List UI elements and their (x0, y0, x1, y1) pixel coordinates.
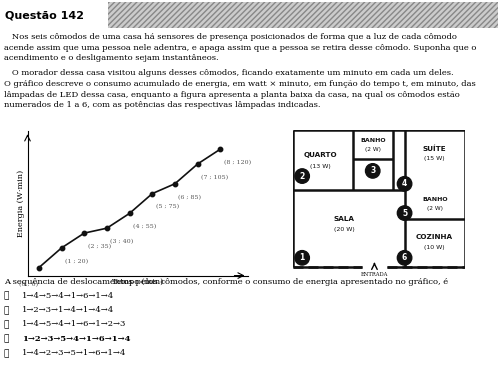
Text: (7 ; 105): (7 ; 105) (201, 175, 228, 180)
Text: BANHO: BANHO (422, 197, 448, 202)
Text: Ⓔ: Ⓔ (4, 349, 10, 358)
Text: BANHO: BANHO (360, 138, 386, 143)
Text: O morador dessa casa visitou alguns desses cômodos, ficando exatamente um minuto: O morador dessa casa visitou alguns dess… (4, 69, 476, 109)
Text: (5 ; 75): (5 ; 75) (156, 204, 179, 210)
Text: 3: 3 (370, 166, 376, 176)
Circle shape (398, 177, 412, 191)
Text: Ⓑ: Ⓑ (4, 306, 10, 315)
Bar (108, 3, 498, 28)
Text: (6 ; 85): (6 ; 85) (178, 195, 202, 200)
Text: 2: 2 (300, 172, 305, 181)
X-axis label: Tempo (min): Tempo (min) (112, 278, 163, 287)
Text: (10 W): (10 W) (424, 245, 444, 250)
Text: 6: 6 (402, 253, 407, 262)
Text: (2 ; 35): (2 ; 35) (88, 244, 110, 249)
Text: COZINHA: COZINHA (416, 234, 453, 240)
Text: (8 ; 120): (8 ; 120) (224, 160, 251, 165)
Text: Ⓐ: Ⓐ (4, 292, 10, 301)
Text: Ⓓ: Ⓓ (4, 335, 10, 343)
Text: 1→2→3→5→4→1→6→1→4: 1→2→3→5→4→1→6→1→4 (22, 335, 130, 343)
Text: A sequência de deslocamentos pelos cômodos, conforme o consumo de energia aprese: A sequência de deslocamentos pelos cômod… (4, 278, 448, 286)
Circle shape (398, 251, 412, 265)
Text: 1→4→2→3→5→1→6→1→4: 1→4→2→3→5→1→6→1→4 (22, 349, 127, 357)
Y-axis label: Energia (W·min): Energia (W·min) (16, 170, 24, 237)
Text: 1→4→5→4→1→6→1→4: 1→4→5→4→1→6→1→4 (22, 292, 114, 300)
Text: SUÍTE: SUÍTE (422, 145, 446, 152)
Text: 1: 1 (300, 253, 305, 262)
Text: (3 ; 40): (3 ; 40) (110, 239, 134, 244)
Text: (13 W): (13 W) (310, 164, 330, 169)
Text: (2 W): (2 W) (364, 147, 380, 152)
Circle shape (398, 206, 412, 220)
Bar (108, 3, 498, 28)
Text: ENTRADA: ENTRADA (361, 272, 388, 277)
Text: (2 W): (2 W) (426, 206, 442, 211)
Text: QUARTO: QUARTO (304, 153, 337, 158)
Text: 1→2→3→1→4→1→4→4: 1→2→3→1→4→1→4→4 (22, 306, 114, 314)
Text: 5: 5 (402, 208, 407, 218)
Text: (4 ; 55): (4 ; 55) (133, 224, 156, 229)
Text: (0 ; 0): (0 ; 0) (18, 281, 38, 287)
Text: (20 W): (20 W) (334, 227, 354, 232)
Circle shape (295, 251, 310, 265)
Text: SALA: SALA (334, 216, 355, 222)
Text: (1 ; 20): (1 ; 20) (65, 259, 88, 264)
Circle shape (295, 169, 310, 183)
Text: (15 W): (15 W) (424, 156, 444, 161)
Text: 4: 4 (402, 179, 407, 188)
Text: Questão 142: Questão 142 (5, 11, 84, 20)
Text: 1→4→5→4→1→6→1→2→3: 1→4→5→4→1→6→1→2→3 (22, 320, 127, 328)
Circle shape (366, 164, 380, 178)
Text: Nos seis cômodos de uma casa há sensores de presença posicionados de forma que a: Nos seis cômodos de uma casa há sensores… (4, 33, 476, 62)
Text: Ⓒ: Ⓒ (4, 320, 10, 329)
